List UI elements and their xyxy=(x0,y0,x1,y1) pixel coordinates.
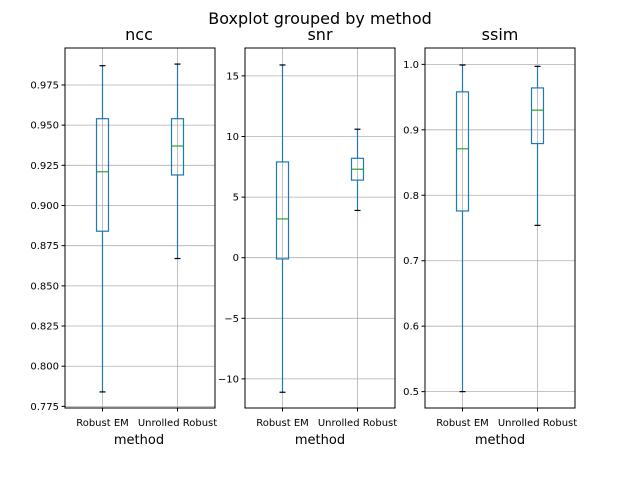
figure-suptitle: Boxplot grouped by method xyxy=(208,9,432,28)
x-tick-label: Unrolled Robust xyxy=(138,418,217,429)
box-robust-em xyxy=(455,64,470,393)
y-tick-label: −10 xyxy=(218,374,239,385)
iqr-box xyxy=(95,118,110,232)
x-tick-label: Robust EM xyxy=(256,418,309,429)
y-tick-label: 0.6 xyxy=(403,322,419,333)
y-tick-label: 0.875 xyxy=(30,241,59,252)
iqr-box xyxy=(170,118,185,176)
y-tick-label: 0.900 xyxy=(30,201,59,212)
box-unrolled-robust xyxy=(530,65,545,226)
axes-frame xyxy=(244,47,396,409)
box-unrolled-robust xyxy=(170,63,185,260)
y-tick-label: 0.775 xyxy=(30,402,59,413)
y-tick-label: 0.800 xyxy=(30,362,59,373)
y-tick-label: 0.825 xyxy=(30,322,59,333)
iqr-box xyxy=(530,87,545,145)
panel-title: ncc xyxy=(125,25,153,44)
panel-title: snr xyxy=(307,25,332,44)
panel-title: ssim xyxy=(482,25,519,44)
y-tick-label: 0.5 xyxy=(403,387,419,398)
y-tick-label: 0 xyxy=(233,253,239,264)
y-tick-label: 0.850 xyxy=(30,281,59,292)
y-tick-label: −5 xyxy=(224,314,239,325)
y-tick-label: 1.0 xyxy=(403,60,419,71)
y-tick-label: 0.9 xyxy=(403,125,419,136)
iqr-box xyxy=(275,161,290,260)
x-axis-label: method xyxy=(475,433,525,448)
iqr-box xyxy=(455,91,470,212)
x-tick-label: Unrolled Robust xyxy=(318,418,397,429)
box-unrolled-robust xyxy=(350,128,365,212)
y-tick-label: 0.950 xyxy=(30,121,59,132)
y-tick-label: 15 xyxy=(226,71,239,82)
panel-snr: snr method −10 −5 0 5 10 15 Robust EM Unrolled … xyxy=(218,25,397,448)
x-axis-label: method xyxy=(295,433,345,448)
box-robust-em xyxy=(275,64,290,393)
y-tick-label: 10 xyxy=(226,132,239,143)
y-tick-label: 0.925 xyxy=(30,161,59,172)
x-tick-label: Robust EM xyxy=(76,418,129,429)
y-tick-label: 0.8 xyxy=(403,191,419,202)
x-tick-label: Unrolled Robust xyxy=(498,418,577,429)
axes-frame xyxy=(424,47,576,409)
x-axis-label: method xyxy=(114,433,164,448)
box-robust-em xyxy=(95,65,110,393)
x-tick-label: Robust EM xyxy=(436,418,489,429)
panel-ncc: ncc method 0.775 0.800 0.825 0.850 0.875 0.90… xyxy=(30,25,217,448)
y-tick-label: 5 xyxy=(233,193,239,204)
axes-frame xyxy=(64,47,216,409)
panel-ssim: ssim method 0.5 0.6 0.7 0.8 0.9 1.0 Robust EM U… xyxy=(403,25,577,448)
y-tick-label: 0.975 xyxy=(30,80,59,91)
y-tick-label: 0.7 xyxy=(403,256,419,267)
